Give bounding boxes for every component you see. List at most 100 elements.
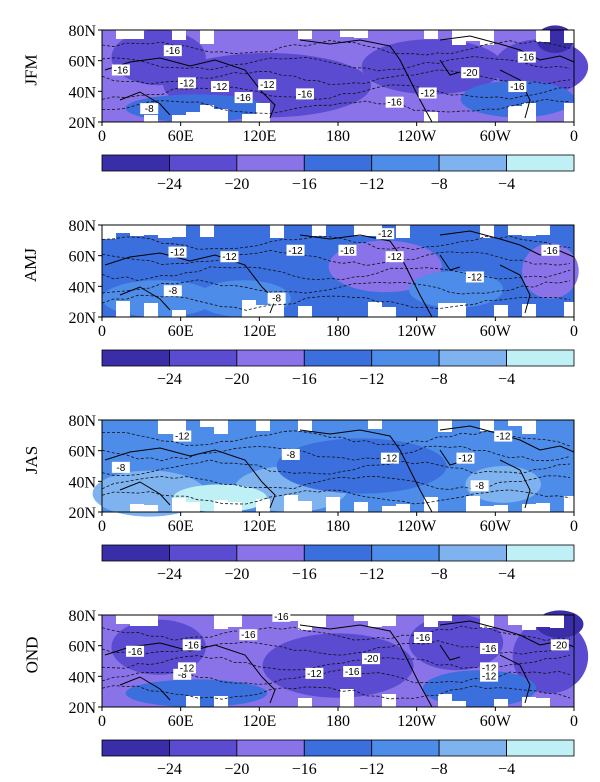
contour-line [101,685,571,700]
colorbar-swatch [371,154,440,172]
colorbar-label: −8 [431,566,448,583]
contour-label: -16 [234,92,253,104]
colorbar-label: −8 [431,371,448,388]
colorbar-label: −20 [224,761,249,778]
x-tick-label: 120E [242,713,276,730]
contour-line [101,235,571,251]
masked-cell [298,30,312,39]
colorbar-swatch [236,154,305,172]
masked-cell [382,615,396,626]
contour-label-bg [550,639,569,651]
contour-label-bg [508,81,527,93]
colorbar-swatch [371,349,440,367]
masked-cell [200,30,214,44]
colorbar-label: −12 [359,371,384,388]
coastline [439,644,461,661]
contour-line [101,266,571,282]
contour-label: -16 [126,645,145,658]
contour-label: -12 [494,430,513,443]
colorbar-swatch [303,349,373,367]
contour-label: -8 [267,292,286,305]
contour-region [125,94,268,122]
contour-label: -8 [281,448,300,461]
contour-label-bg [470,480,489,492]
contour-label-bg [385,96,404,108]
masked-cell [564,30,578,43]
y-tick-label: 80N [68,608,96,625]
y-tick-label: 20N [68,310,96,327]
masked-cell [172,310,186,317]
x-tick-label: 60E [168,713,194,730]
masked-cell [326,497,340,512]
contour-label-bg [272,610,291,622]
coastline [119,481,171,506]
contour-line [101,40,571,56]
contour-label-bg [211,81,229,93]
colorbar-swatch [438,544,507,562]
coastline [299,234,433,318]
contour-label-text: -16 [340,246,355,257]
x-tick-label: 60E [168,518,194,535]
contour-label-bg [343,666,362,678]
contour-label: -16 [272,610,291,623]
masked-cell [102,225,116,239]
x-tick-label: 120W [397,713,437,730]
coastline [439,254,461,271]
colorbar-swatch [169,349,238,367]
contour-label-text: -16 [345,667,360,678]
contour-line [101,294,571,311]
masked-cell [522,225,536,236]
masked-cell [564,103,578,122]
masked-cell [186,502,200,512]
colorbar-swatch [371,544,440,562]
contour-label-text: -16 [387,98,402,109]
colorbar-label: −24 [157,566,182,583]
x-tick-label: 120E [242,323,276,340]
panel-jas: JAS 80N 60N 40N 20N 0 60E 120E 180 120W 60W 0 -12 -8… [0,390,600,585]
y-tick-label: 60N [68,54,96,71]
masked-cell [424,30,438,39]
contour-label-text: -12 [383,454,398,465]
y-tick-label: 20N [68,505,96,522]
y-tick-label: 80N [68,218,96,235]
y-tick-label: 60N [68,249,96,266]
masked-cell [158,420,172,434]
masked-cell [522,697,536,707]
colorbar-swatch [236,349,305,367]
colorbar-swatch [506,544,575,562]
coastline [499,654,531,704]
panel-ond: OND 80N 60N 40N 20N 0 60E 120E 180 120W 60W 0 -16 -1… [0,585,600,782]
masked-cell [466,496,480,512]
contour-label: -12 [480,662,499,674]
masked-cell [130,615,144,626]
masked-cell [354,225,368,236]
contour-label-text: -16 [236,93,251,104]
x-tick-label: 60E [168,323,194,340]
contour-label-text: -16 [241,630,256,641]
masked-cell [480,420,494,431]
contour-label-text: -8 [272,294,281,305]
coastline [119,286,171,311]
contour-region [276,438,447,494]
masked-cell [536,225,550,235]
contour-label-text: -16 [274,612,289,623]
colorbar-label: −24 [157,176,182,193]
colorbar-label: −4 [498,566,515,583]
masked-cell [564,496,578,512]
masked-cell [522,504,536,512]
contour-label-text: -16 [543,246,558,257]
contour-region [111,29,206,86]
masked-cell [452,701,466,707]
x-tick-label: 60W [480,128,512,145]
contour-label-text: -16 [114,65,129,76]
masked-cell [298,420,312,431]
coastline [299,39,433,123]
contour-label-bg [168,246,187,258]
contour-label-text: -20 [364,654,379,665]
contour-label: -12 [173,430,192,443]
contour-label: -16 [182,639,201,651]
contour-region [408,271,504,308]
contour-label-text: -12 [378,229,393,240]
contour-label-bg [480,662,499,674]
contour-label: -16 [480,643,499,655]
